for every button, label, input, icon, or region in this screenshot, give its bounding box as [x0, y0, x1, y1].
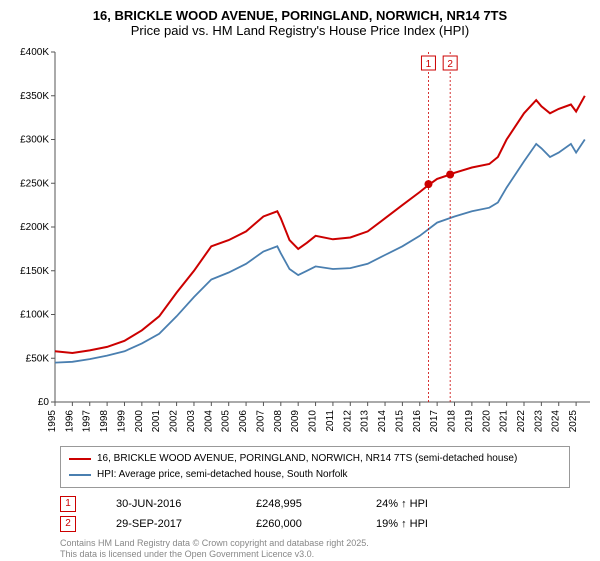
x-tick-label: 2005: [221, 410, 232, 433]
chart-area: £0 £50K £100K £150K £200K £250K £300K £350K £400…: [0, 42, 600, 442]
x-tick-label: 2009: [290, 410, 301, 433]
series-line-0: [55, 96, 585, 353]
marker-delta: 19% ↑ HPI: [376, 514, 476, 534]
footer-line-2: This data is licensed under the Open Gov…: [60, 549, 570, 560]
x-tick-label: 1995: [47, 410, 58, 433]
x-tick-label: 2016: [412, 410, 423, 433]
legend-item: HPI: Average price, semi-detached house,…: [69, 467, 561, 483]
x-tick-label: 2017: [429, 410, 440, 433]
x-tick-label: 1999: [116, 410, 127, 433]
sale-marker-badge-num: 1: [426, 59, 432, 70]
line-chart: £0 £50K £100K £150K £200K £250K £300K £350K £400…: [0, 42, 600, 442]
x-tick-label: 2021: [499, 410, 510, 433]
marker-price: £248,995: [256, 494, 336, 514]
x-tick-label: 2001: [151, 410, 162, 433]
x-tick-label: 2011: [325, 410, 336, 432]
x-tick-label: 2019: [464, 410, 475, 433]
marker-price: £260,000: [256, 514, 336, 534]
y-tick-label: £400K: [20, 47, 49, 58]
x-tick-label: 2023: [533, 410, 544, 433]
title-subtitle: Price paid vs. HM Land Registry's House …: [10, 23, 590, 38]
sale-marker-badge-num: 2: [447, 59, 453, 70]
y-tick-label: £350K: [20, 91, 49, 102]
x-tick-label: 2004: [203, 410, 214, 433]
x-tick-label: 2000: [134, 410, 145, 433]
footer-line-1: Contains HM Land Registry data © Crown c…: [60, 538, 570, 549]
marker-row: 2 29-SEP-2017 £260,000 19% ↑ HPI: [60, 514, 570, 534]
marker-badge: 2: [60, 516, 76, 532]
y-tick-label: £250K: [20, 178, 49, 189]
x-tick-label: 2020: [481, 410, 492, 433]
title-address: 16, BRICKLE WOOD AVENUE, PORINGLAND, NOR…: [10, 8, 590, 23]
y-tick-label: £150K: [20, 266, 49, 277]
y-tick-label: £100K: [20, 310, 49, 321]
marker-row: 1 30-JUN-2016 £248,995 24% ↑ HPI: [60, 494, 570, 514]
x-tick-label: 2010: [308, 410, 319, 433]
y-tick-label: £0: [38, 397, 50, 408]
x-tick-label: 2003: [186, 410, 197, 433]
x-tick-label: 2015: [394, 410, 405, 433]
series-line-1: [55, 140, 585, 363]
x-tick-label: 2024: [551, 410, 562, 433]
x-tick-label: 2013: [360, 410, 371, 433]
x-tick-label: 2002: [169, 410, 180, 433]
sale-markers-table: 1 30-JUN-2016 £248,995 24% ↑ HPI 2 29-SEP-201…: [60, 494, 570, 534]
marker-badge: 1: [60, 496, 76, 512]
marker-date: 30-JUN-2016: [116, 494, 216, 514]
x-tick-label: 2018: [447, 410, 458, 433]
title-block: 16, BRICKLE WOOD AVENUE, PORINGLAND, NOR…: [0, 0, 600, 42]
x-tick-label: 2025: [568, 410, 579, 433]
marker-date: 29-SEP-2017: [116, 514, 216, 534]
legend-label: HPI: Average price, semi-detached house,…: [97, 467, 348, 483]
x-tick-label: 1996: [64, 410, 75, 433]
marker-delta: 24% ↑ HPI: [376, 494, 476, 514]
x-tick-label: 1997: [82, 410, 93, 433]
legend-label: 16, BRICKLE WOOD AVENUE, PORINGLAND, NOR…: [97, 451, 517, 467]
x-tick-label: 2012: [342, 410, 353, 433]
y-tick-label: £200K: [20, 222, 49, 233]
x-tick-label: 2014: [377, 410, 388, 433]
footer: Contains HM Land Registry data © Crown c…: [60, 538, 570, 561]
chart-page: 16, BRICKLE WOOD AVENUE, PORINGLAND, NOR…: [0, 0, 600, 560]
sale-marker-point: [424, 180, 432, 188]
legend-swatch: [69, 458, 91, 460]
x-tick-label: 2022: [516, 410, 527, 433]
y-tick-label: £50K: [26, 353, 50, 364]
x-tick-label: 1998: [99, 410, 110, 433]
sale-marker-point: [446, 171, 454, 179]
x-tick-label: 2008: [273, 410, 284, 433]
legend: 16, BRICKLE WOOD AVENUE, PORINGLAND, NOR…: [60, 446, 570, 488]
x-tick-label: 2007: [255, 410, 266, 433]
y-tick-label: £300K: [20, 135, 49, 146]
x-tick-label: 2006: [238, 410, 249, 433]
legend-swatch: [69, 474, 91, 476]
legend-item: 16, BRICKLE WOOD AVENUE, PORINGLAND, NOR…: [69, 451, 561, 467]
